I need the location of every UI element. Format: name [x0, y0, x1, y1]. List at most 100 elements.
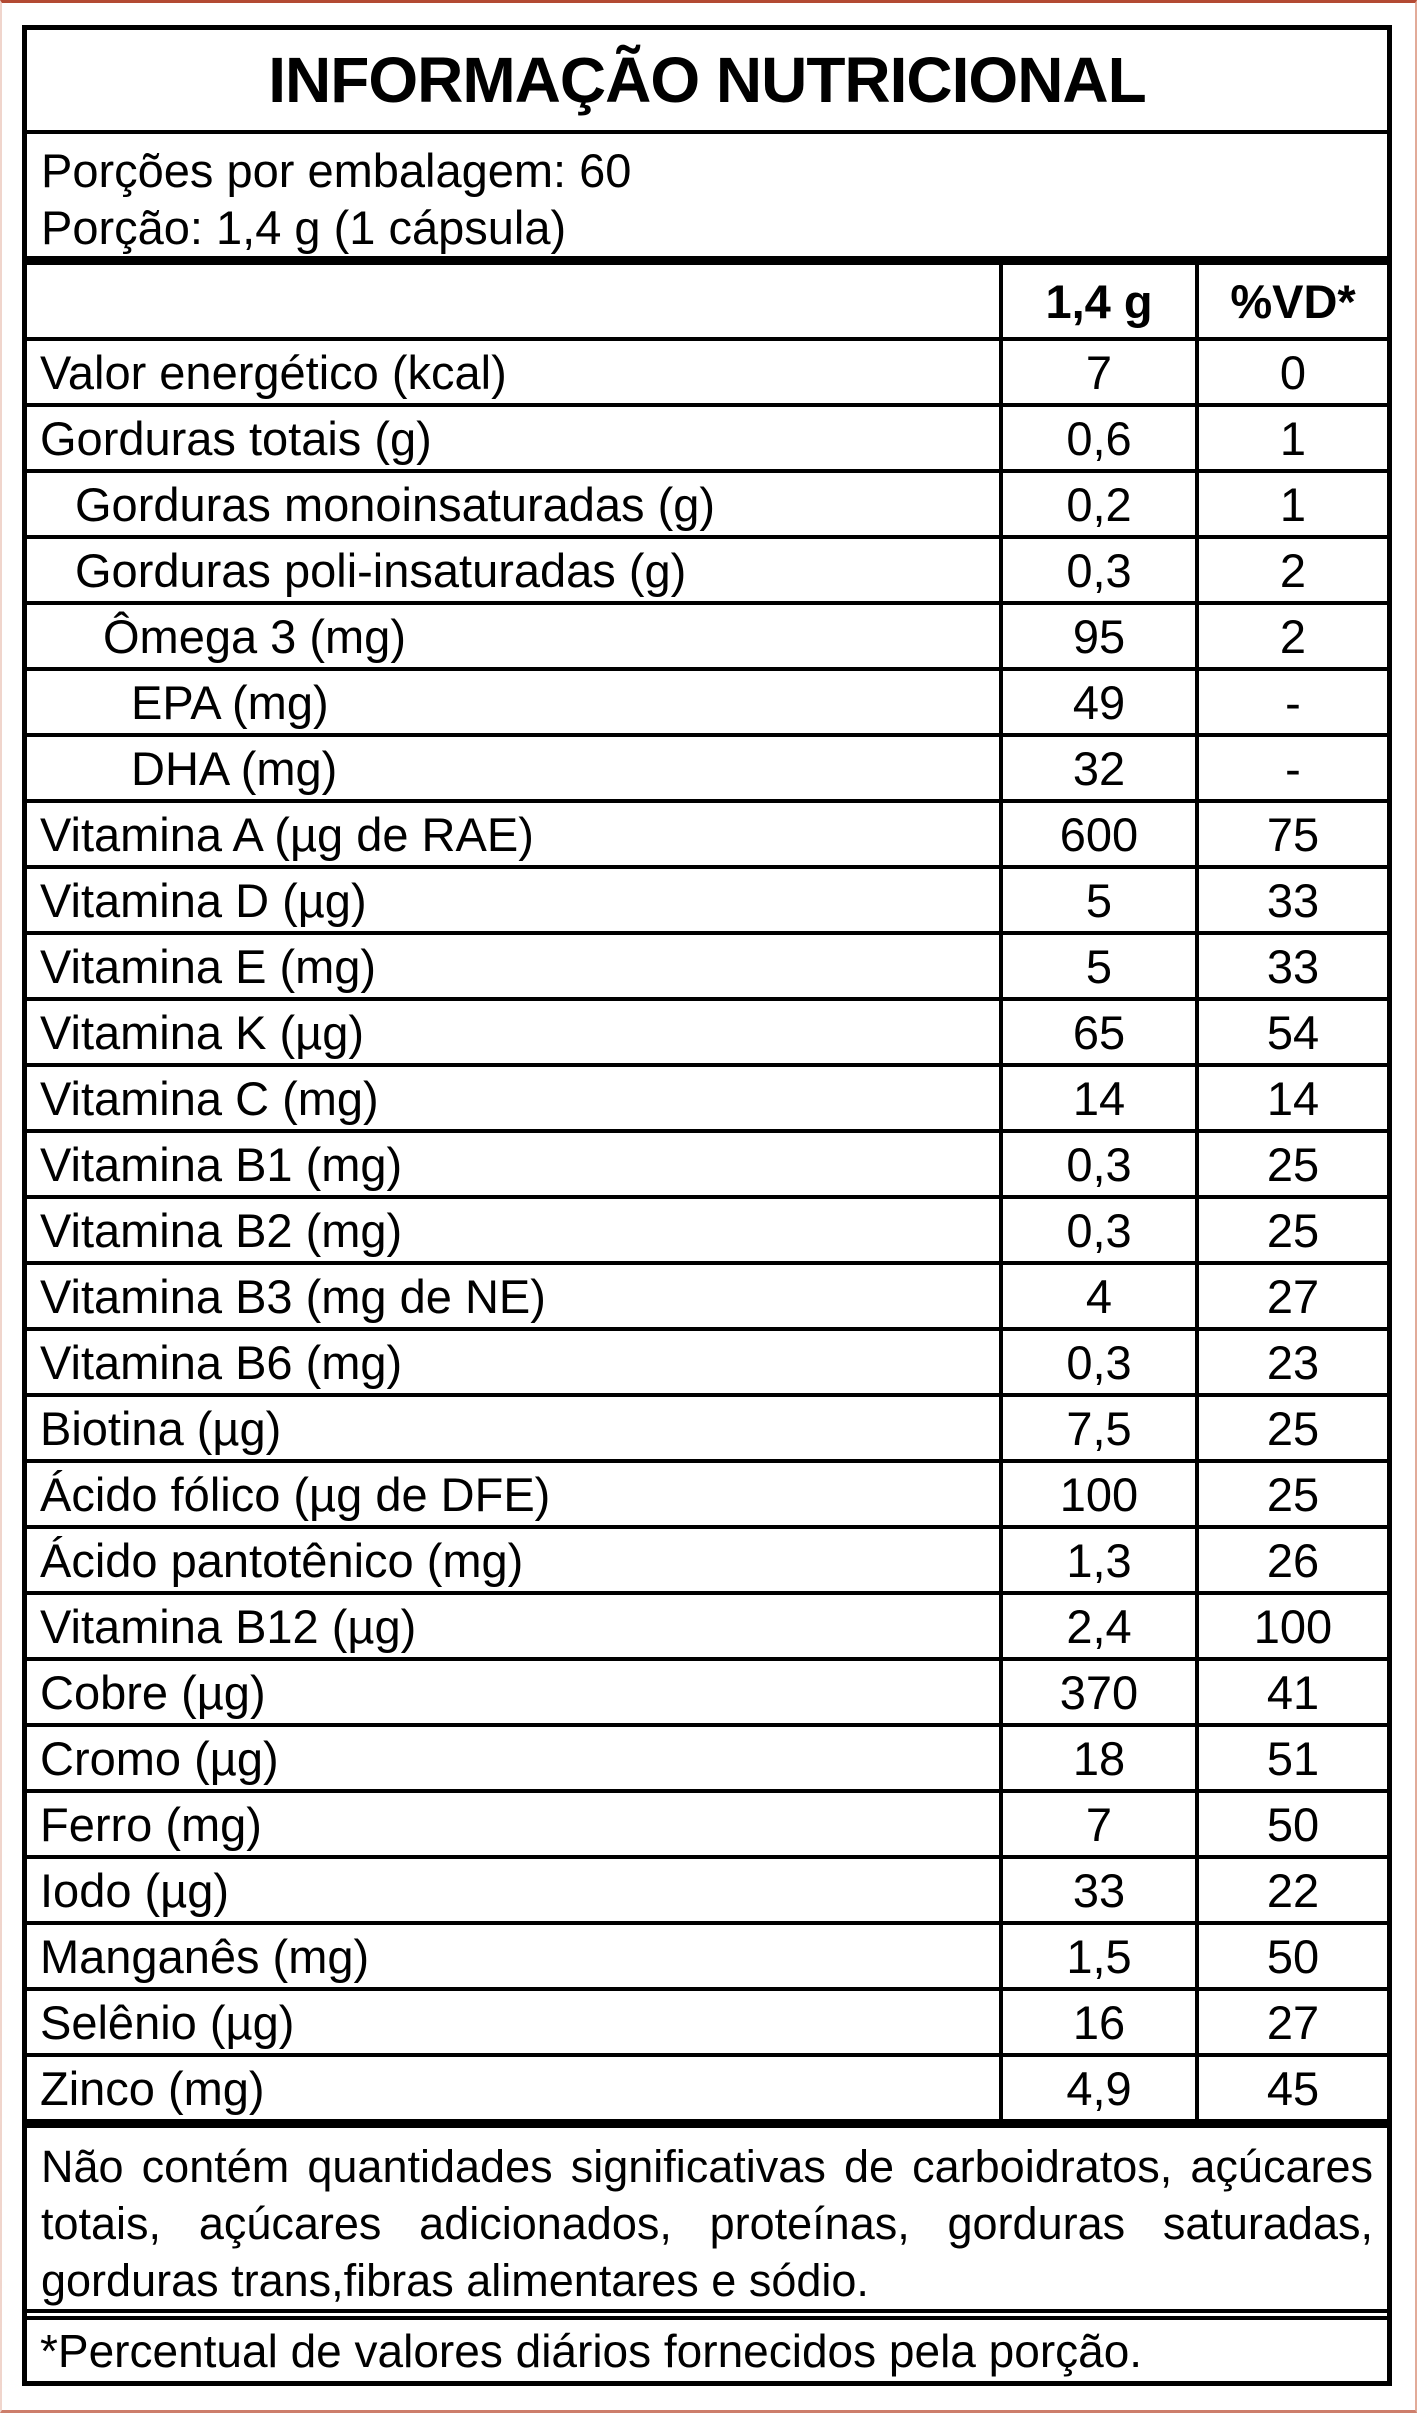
row-label: Gorduras totais (g) [40, 411, 432, 465]
row-amount: 33 [999, 1859, 1195, 1921]
daily-value-footnote: *Percentual de valores diários fornecido… [40, 2324, 1143, 2377]
row-dv: 2 [1195, 539, 1387, 601]
table-row: Zinco (mg) 4,9 45 [27, 2057, 1387, 2119]
row-amount: 4 [999, 1265, 1195, 1327]
row-amount: 0,3 [999, 1199, 1195, 1261]
table-row: Ácido fólico (µg de DFE) 100 25 [27, 1463, 1387, 1529]
column-header-amount: 1,4 g [999, 265, 1195, 337]
row-dv: 14 [1195, 1067, 1387, 1129]
row-dv: 54 [1195, 1001, 1387, 1063]
row-dv: 25 [1195, 1463, 1387, 1525]
row-amount: 2,4 [999, 1595, 1195, 1657]
row-dv: 1 [1195, 407, 1387, 469]
row-dv: 33 [1195, 869, 1387, 931]
row-label: Vitamina B6 (mg) [40, 1335, 403, 1389]
row-amount: 100 [999, 1463, 1195, 1525]
row-label: DHA (mg) [131, 741, 338, 795]
row-amount: 14 [999, 1067, 1195, 1129]
serving-size: Porção: 1,4 g (1 cápsula) [41, 201, 567, 254]
no-significant-amounts-note: Não contém quantidades significativas de… [41, 2141, 1373, 2306]
row-label: Cobre (µg) [40, 1665, 266, 1719]
row-amount: 49 [999, 671, 1195, 733]
row-label: Vitamina B1 (mg) [40, 1137, 403, 1191]
row-amount: 7,5 [999, 1397, 1195, 1459]
row-dv: 25 [1195, 1199, 1387, 1261]
table-row: Vitamina K (µg) 65 54 [27, 1001, 1387, 1067]
table-row: Biotina (µg) 7,5 25 [27, 1397, 1387, 1463]
row-dv: 25 [1195, 1397, 1387, 1459]
row-label: Vitamina B12 (µg) [40, 1599, 417, 1653]
row-dv: 2 [1195, 605, 1387, 667]
row-label: Ácido fólico (µg de DFE) [40, 1467, 551, 1521]
row-dv: 75 [1195, 803, 1387, 865]
row-label: Ferro (mg) [40, 1797, 262, 1851]
page-title: INFORMAÇÃO NUTRICIONAL [27, 30, 1387, 134]
row-dv: 41 [1195, 1661, 1387, 1723]
row-label: Gorduras poli-insaturadas (g) [75, 543, 687, 597]
row-label: Vitamina E (mg) [40, 939, 377, 993]
row-label: Biotina (µg) [40, 1401, 282, 1455]
row-dv: 22 [1195, 1859, 1387, 1921]
row-amount: 65 [999, 1001, 1195, 1063]
row-label: Gorduras monoinsaturadas (g) [75, 477, 716, 531]
row-dv: 45 [1195, 2057, 1387, 2119]
servings-per-package: Porções por embalagem: 60 [41, 144, 632, 197]
table-row: Valor energético (kcal) 7 0 [27, 341, 1387, 407]
row-amount: 95 [999, 605, 1195, 667]
table-row: Vitamina B3 (mg de NE) 4 27 [27, 1265, 1387, 1331]
row-dv: 26 [1195, 1529, 1387, 1591]
row-label: Valor energético (kcal) [40, 345, 507, 399]
row-label: Vitamina K (µg) [40, 1005, 364, 1059]
row-label: Vitamina D (µg) [40, 873, 367, 927]
row-dv: 100 [1195, 1595, 1387, 1657]
table-row: Cobre (µg) 370 41 [27, 1661, 1387, 1727]
row-dv: 23 [1195, 1331, 1387, 1393]
row-amount: 16 [999, 1991, 1195, 2053]
thick-divider-bottom [27, 2119, 1387, 2128]
row-amount: 18 [999, 1727, 1195, 1789]
row-dv: 51 [1195, 1727, 1387, 1789]
row-dv: 27 [1195, 1991, 1387, 2053]
row-label: Vitamina B3 (mg de NE) [40, 1269, 546, 1323]
row-amount: 5 [999, 869, 1195, 931]
row-amount: 0,3 [999, 539, 1195, 601]
row-amount: 5 [999, 935, 1195, 997]
row-amount: 4,9 [999, 2057, 1195, 2119]
row-dv: 1 [1195, 473, 1387, 535]
row-label: Manganês (mg) [40, 1929, 370, 1983]
row-amount: 0,6 [999, 407, 1195, 469]
table-row: Vitamina A (µg de RAE) 600 75 [27, 803, 1387, 869]
row-label: Ácido pantotênico (mg) [40, 1533, 524, 1587]
table-row: Vitamina D (µg) 5 33 [27, 869, 1387, 935]
table-row: Gorduras poli-insaturadas (g) 0,3 2 [27, 539, 1387, 605]
row-dv: 27 [1195, 1265, 1387, 1327]
row-label: Vitamina B2 (mg) [40, 1203, 403, 1257]
table-row: Iodo (µg) 33 22 [27, 1859, 1387, 1925]
row-label: Zinco (mg) [40, 2061, 265, 2115]
row-amount: 1,3 [999, 1529, 1195, 1591]
table-row: Ferro (mg) 7 50 [27, 1793, 1387, 1859]
thick-divider-top [27, 256, 1387, 265]
row-amount: 0,3 [999, 1331, 1195, 1393]
table-body: Valor energético (kcal) 7 0 Gorduras totais… [27, 341, 1387, 2119]
row-amount: 0,2 [999, 473, 1195, 535]
row-dv: 33 [1195, 935, 1387, 997]
table-row: Selênio (µg) 16 27 [27, 1991, 1387, 2057]
row-label: Ômega 3 (mg) [103, 609, 406, 663]
row-amount: 7 [999, 1793, 1195, 1855]
row-amount: 600 [999, 803, 1195, 865]
row-dv: - [1195, 671, 1387, 733]
row-dv: - [1195, 737, 1387, 799]
column-header-dv: %VD* [1195, 265, 1387, 337]
table-row: Ômega 3 (mg) 95 2 [27, 605, 1387, 671]
row-dv: 50 [1195, 1793, 1387, 1855]
table-row: Vitamina B12 (µg) 2,4 100 [27, 1595, 1387, 1661]
row-amount: 7 [999, 341, 1195, 403]
table-row: Vitamina B1 (mg) 0,3 25 [27, 1133, 1387, 1199]
table-row: Vitamina E (mg) 5 33 [27, 935, 1387, 1001]
table-row: Ácido pantotênico (mg) 1,3 26 [27, 1529, 1387, 1595]
row-amount: 0,3 [999, 1133, 1195, 1195]
row-dv: 0 [1195, 341, 1387, 403]
table-row: Gorduras totais (g) 0,6 1 [27, 407, 1387, 473]
